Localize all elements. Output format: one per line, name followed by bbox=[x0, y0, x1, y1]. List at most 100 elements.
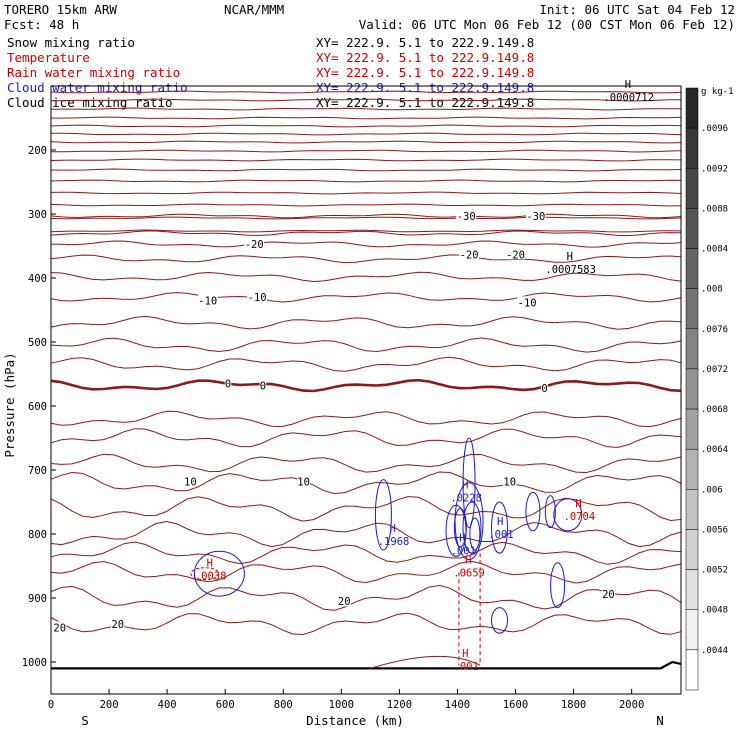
temperature-label: -20 bbox=[245, 239, 264, 251]
temperature-label: -30 bbox=[526, 211, 545, 223]
label-bg bbox=[456, 209, 477, 221]
colorbar-label: .0096 bbox=[701, 124, 728, 134]
label-bg bbox=[244, 238, 265, 250]
x-tick-label: 400 bbox=[158, 699, 177, 711]
plot-frame bbox=[50, 85, 682, 695]
maximum-h-mark: H bbox=[497, 516, 503, 528]
isotherm-line bbox=[51, 132, 682, 136]
isotherm-line bbox=[50, 612, 682, 636]
isotherm-line bbox=[50, 230, 682, 237]
isotherm-line bbox=[50, 240, 682, 248]
colorbar-swatch bbox=[685, 368, 699, 410]
maximum-value-label: .0000712 bbox=[603, 92, 654, 104]
rain-water-contours bbox=[190, 553, 481, 666]
isotherm-line bbox=[50, 254, 682, 264]
label-bg bbox=[459, 248, 479, 260]
colorbar-swatch bbox=[685, 609, 699, 651]
isotherm-line bbox=[50, 98, 681, 102]
isotherm-line bbox=[50, 116, 682, 120]
isotherm-line bbox=[50, 191, 682, 195]
label-bg bbox=[601, 588, 616, 600]
colorbar-swatch bbox=[685, 248, 699, 289]
colorbar-label: .0052 bbox=[701, 566, 728, 576]
south-end-label: S bbox=[81, 713, 89, 728]
x-tick-label: 2000 bbox=[619, 699, 644, 711]
isotherm-line bbox=[51, 149, 682, 153]
maximum-value-label: .001 bbox=[451, 546, 476, 558]
isotherm-line bbox=[50, 124, 682, 128]
isotherm-line bbox=[50, 584, 682, 611]
temperature-label: 10 bbox=[297, 477, 310, 489]
colorbar-unit: g kg-1 bbox=[701, 87, 734, 97]
label-bg bbox=[541, 382, 548, 394]
isotherm-line bbox=[50, 203, 682, 207]
colorbar-swatch bbox=[685, 127, 699, 169]
temperature-label: 0 bbox=[260, 381, 266, 393]
label-bg bbox=[296, 475, 311, 487]
maximum-value-label: .0659 bbox=[453, 567, 485, 579]
maximum-value-label: .001 bbox=[488, 529, 513, 541]
field-temperature-name: Temperature bbox=[7, 50, 90, 65]
cloud-water-contour bbox=[453, 507, 467, 548]
cloud-water-contour bbox=[550, 562, 566, 609]
colorbar-label: .0056 bbox=[701, 525, 728, 535]
colorbar-swatch bbox=[685, 529, 699, 570]
isotherm-line bbox=[50, 179, 682, 183]
cloud-water-contours bbox=[193, 437, 583, 634]
label-bg bbox=[337, 595, 351, 607]
label-bg bbox=[503, 475, 517, 487]
maximum-h-mark: H bbox=[462, 648, 468, 660]
org-title: NCAR/MMM bbox=[224, 2, 284, 17]
cloud-water-contour bbox=[462, 501, 482, 554]
ground-line bbox=[51, 660, 682, 670]
colorbar-label: .0064 bbox=[701, 445, 728, 455]
label-bg bbox=[197, 294, 218, 306]
field-cloudice-name: Cloud ice mixing ratio bbox=[7, 95, 173, 110]
y-tick-label: 800 bbox=[28, 529, 47, 541]
label-bg bbox=[224, 377, 232, 389]
maximum-h-mark: H bbox=[465, 554, 471, 566]
colorbar-label: .0092 bbox=[701, 164, 728, 174]
isotherm-line bbox=[50, 496, 682, 522]
ground-surface bbox=[51, 655, 682, 670]
label-bg bbox=[517, 296, 538, 308]
isotherm-line bbox=[50, 168, 682, 172]
isotherm-line bbox=[50, 453, 682, 474]
valid-time: Valid: 06 UTC Mon 06 Feb 12 (00 CST Mon … bbox=[359, 17, 735, 32]
temperature-label: 10 bbox=[503, 477, 516, 489]
temperature-label: 20 bbox=[602, 589, 615, 601]
temperature-label: 20 bbox=[111, 619, 124, 631]
y-axis-label: Pressure (hPa) bbox=[2, 352, 17, 457]
model-title: TORERO 15km ARW bbox=[4, 2, 117, 17]
label-bg bbox=[183, 475, 197, 487]
label-bg bbox=[525, 209, 546, 221]
x-tick-label: 0 bbox=[48, 699, 54, 711]
cloud-water-contour bbox=[374, 479, 392, 551]
maximum-h-mark: H bbox=[207, 558, 213, 570]
colorbar-swatch bbox=[685, 328, 699, 370]
colorbar-swatch bbox=[685, 408, 699, 450]
isotherm-line bbox=[50, 410, 682, 428]
maximum-h-mark: H bbox=[459, 533, 465, 545]
colorbar-label: .008 bbox=[701, 285, 723, 295]
maximum-value-label: .1968 bbox=[378, 536, 410, 548]
temperature-label: -10 bbox=[248, 292, 267, 304]
isotherm-line bbox=[50, 216, 682, 220]
maximum-value-label: .0038 bbox=[195, 571, 227, 583]
temperature-contours bbox=[50, 90, 682, 636]
isotherm-line bbox=[50, 107, 681, 111]
freezing-isotherm bbox=[50, 378, 682, 393]
colorbar-label: .0084 bbox=[701, 245, 728, 255]
isotherm-line bbox=[50, 229, 682, 233]
forecast-hour: Fcst: 48 h bbox=[4, 17, 79, 32]
x-tick-label: 600 bbox=[216, 699, 235, 711]
temperature-label: -30 bbox=[457, 211, 476, 223]
isotherm-line bbox=[50, 90, 682, 94]
label-bg bbox=[247, 291, 268, 303]
cloud-water-contour bbox=[553, 498, 583, 532]
colorbar-label: .0076 bbox=[701, 325, 728, 335]
colorbar-swatch bbox=[685, 87, 699, 129]
isotherm-line bbox=[50, 292, 682, 303]
label-bg bbox=[53, 621, 67, 633]
